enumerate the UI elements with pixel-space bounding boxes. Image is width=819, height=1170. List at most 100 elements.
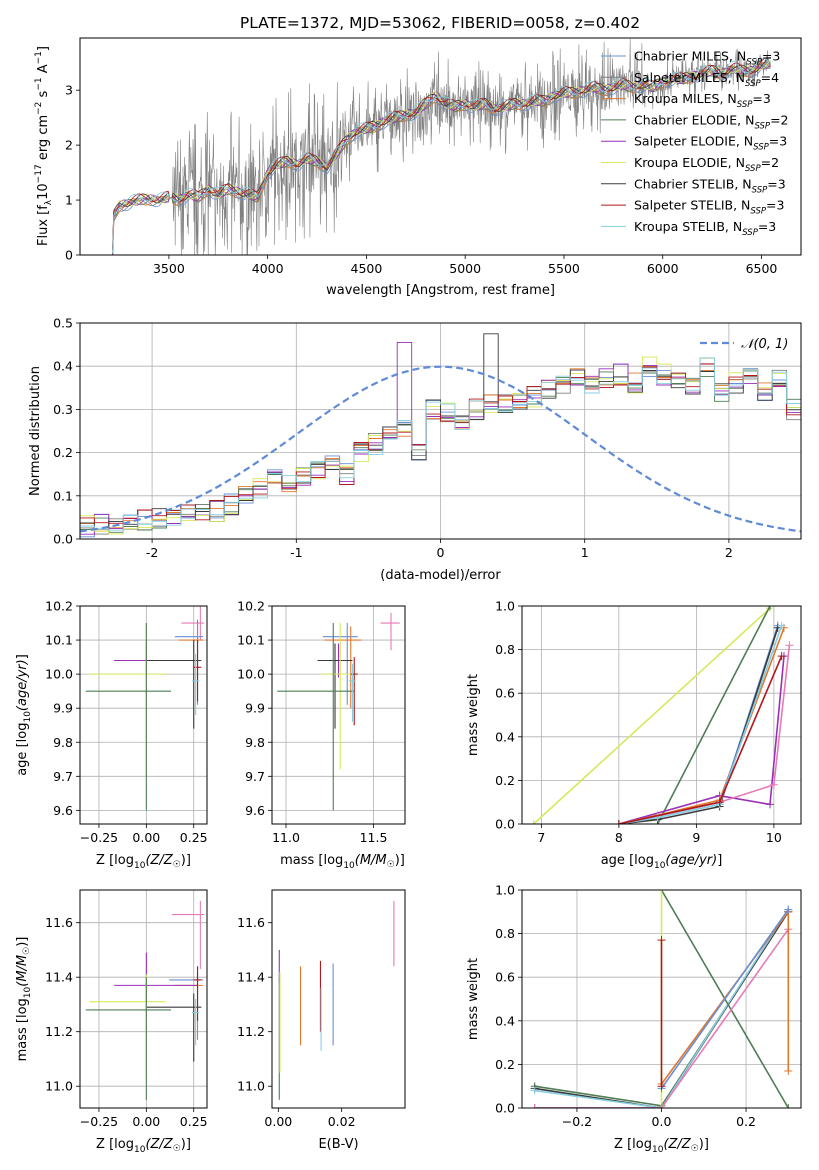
x-tick-label: 2 <box>725 545 733 560</box>
y-tick-label: 10.0 <box>237 667 265 682</box>
residuals-plot-area <box>80 333 801 538</box>
y-tick-label: 11.0 <box>237 1079 265 1094</box>
histogram-series-2 <box>80 365 801 532</box>
y-axis-label: mass [log10(M/M☉)] <box>15 937 33 1062</box>
y-tick-label: 0.8 <box>495 642 515 657</box>
y-axis-label: mass weight <box>466 674 481 756</box>
weight-line-4 <box>618 627 785 824</box>
weight-marker <box>614 820 623 824</box>
x-axis-label: Z [log10(Z/Z☉)] <box>614 1137 709 1155</box>
y-tick-label: 0.0 <box>495 1101 515 1116</box>
age_vs_mass-plot-area <box>277 612 400 811</box>
x-axis-label: age [log10(age/yr)] <box>601 853 723 871</box>
age_vs_Z-axes: −0.25 0.00 0.25 9.6 9.7 9.8 9.9 10.0 10.1 10.2 Z [… <box>15 599 208 872</box>
y-tick-label: 0.2 <box>495 1057 515 1072</box>
weight-line-6 <box>618 627 779 824</box>
x-tick-label: 0.00 <box>132 1114 160 1129</box>
y-tick-label: 0 <box>65 248 73 263</box>
y-tick-label: 0.2 <box>495 773 515 788</box>
weight-line-7 <box>618 625 783 824</box>
x-axis-label: wavelength [Angstrom, rest frame] <box>326 283 555 298</box>
weight-line-6 <box>534 928 789 1108</box>
axes-frame <box>79 37 802 256</box>
x-tick-label: −0.2 <box>562 1114 592 1129</box>
legend-entry: Kroupa MILES, NSSP=3 <box>634 91 771 110</box>
axes-frame <box>521 605 802 825</box>
weight-line-0 <box>533 607 771 824</box>
mass_vs_Z-plot-area <box>85 900 205 1100</box>
y-tick-label: 9.6 <box>245 803 265 818</box>
model-spectrum-6 <box>112 56 771 250</box>
histogram-series-5 <box>80 356 801 535</box>
weight_vs_Z-plot-area <box>530 890 793 1108</box>
x-tick-label: -1 <box>290 545 302 560</box>
x-axis-label: E(B-V) <box>318 1137 358 1152</box>
legend: Chabrier MILES, NSSP=3 Salpeter MILES, NS… <box>601 49 789 238</box>
y-tick-label: 0.0 <box>495 817 515 832</box>
weight-marker <box>777 652 786 661</box>
legend-entry: Kroupa STELIB, NSSP=3 <box>634 219 776 238</box>
weight-line-2 <box>618 656 785 824</box>
y-tick-label: 0.8 <box>495 926 515 941</box>
weight_vs_age-plot-area <box>529 606 794 824</box>
weight-marker <box>766 800 774 809</box>
y-tick-label: 11.2 <box>237 1024 265 1039</box>
y-tick-label: 11.2 <box>45 1024 73 1039</box>
x-tick-label: 0.0 <box>652 1114 672 1129</box>
axes-frame <box>271 889 406 1109</box>
x-tick-label: 0.00 <box>132 830 160 845</box>
model-spectrum-2 <box>112 62 771 255</box>
x-tick-label: 5000 <box>449 261 481 276</box>
y-tick-label: 11.6 <box>45 915 73 930</box>
y-tick-label: 3 <box>65 83 73 98</box>
x-tick-label: 0.00 <box>264 1114 292 1129</box>
y-tick-label: 1.0 <box>495 883 515 898</box>
y-axis-label: Flux [fλ10−17 erg cm−2 s−1 A−1] <box>34 46 54 246</box>
y-tick-label: 0.4 <box>495 1013 515 1028</box>
weight-marker <box>530 1104 539 1108</box>
y-tick-label: 0.2 <box>53 445 73 460</box>
histogram-series-4 <box>80 341 801 535</box>
y-tick-label: 2 <box>65 138 73 153</box>
weight-marker <box>784 1066 793 1075</box>
axes-frame <box>271 605 406 825</box>
x-tick-label: 6500 <box>746 261 778 276</box>
y-axis-label: Normed distribution <box>28 366 43 496</box>
y-tick-label: 0.0 <box>53 532 73 547</box>
x-axis-label: Z [log10(Z/Z☉)] <box>96 853 191 871</box>
y-tick-label: 9.7 <box>245 769 265 784</box>
y-tick-label: 9.7 <box>53 769 73 784</box>
mass_vs_ebv-axes: 0.00 0.02 11.0 11.2 11.4 11.6 E(B-V) <box>237 889 406 1152</box>
x-axis-label: (data-model)/error <box>380 568 501 583</box>
spectrum-axes: 3500 4000 4500 5000 5500 6000 6500 0 1 2 3 waveleng… <box>34 37 802 298</box>
x-tick-label: 9 <box>692 830 700 845</box>
weight-marker <box>715 798 724 807</box>
y-tick-label: 11.0 <box>45 1079 73 1094</box>
x-tick-label: 0.25 <box>180 830 208 845</box>
x-tick-label: 11.5 <box>360 830 388 845</box>
histogram-series-6 <box>80 333 801 530</box>
weight-line-2 <box>534 909 789 1108</box>
y-tick-label: 9.8 <box>53 735 73 750</box>
x-tick-label: 0 <box>437 545 445 560</box>
residuals-axes: -2 -1 0 1 2 0.0 0.1 0.2 0.3 0.4 0.5 (data-model)/er… <box>28 316 802 583</box>
x-tick-label: 10 <box>766 830 782 845</box>
x-tick-label: 11.0 <box>272 830 300 845</box>
legend-entry: Kroupa ELODIE, NSSP=2 <box>634 155 779 174</box>
x-tick-label: 3500 <box>153 261 185 276</box>
model-spectrum-4 <box>112 64 771 255</box>
axes-frame <box>79 889 208 1109</box>
y-tick-label: 0.6 <box>495 970 515 985</box>
x-tick-label: 7 <box>537 830 545 845</box>
weight_vs_Z-axes: −0.2 0.0 0.2 0.0 0.2 0.4 0.6 0.8 1.0 mass weight Z… <box>466 883 802 1155</box>
weight-marker <box>653 813 662 822</box>
y-tick-label: 11.6 <box>237 915 265 930</box>
y-tick-label: 9.8 <box>245 735 265 750</box>
x-tick-label: 6000 <box>647 261 679 276</box>
legend-entry: Salpeter MILES, NSSP=4 <box>634 70 779 89</box>
y-tick-label: 9.9 <box>245 701 265 716</box>
weight-line-8 <box>660 909 789 1089</box>
weight-marker <box>785 641 794 650</box>
x-tick-label: 8 <box>615 830 623 845</box>
